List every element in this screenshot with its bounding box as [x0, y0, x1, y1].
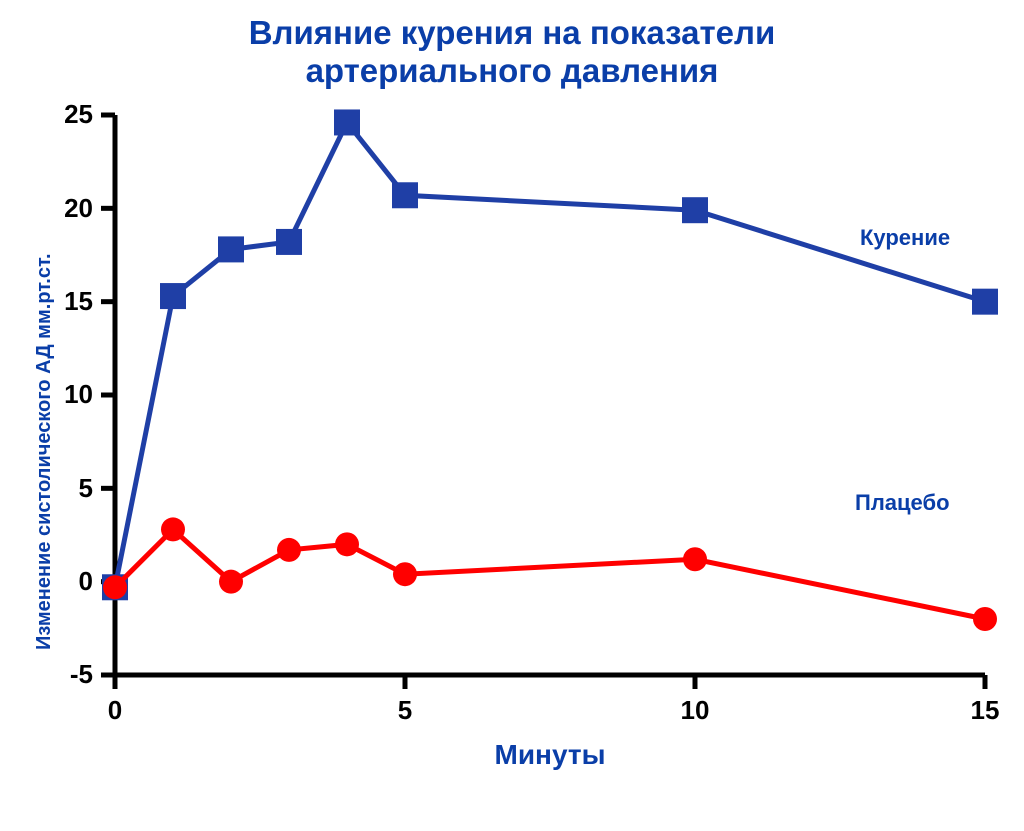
y-tick-label: -5 — [70, 659, 93, 690]
legend-placebo: Плацебо — [855, 490, 950, 516]
x-tick-label: 15 — [955, 695, 1015, 726]
y-tick-label: 5 — [79, 473, 93, 504]
chart-container: { "title": { "line1": "Влияние курения н… — [0, 0, 1024, 831]
y-tick-label: 20 — [64, 193, 93, 224]
y-tick-label: 25 — [64, 99, 93, 130]
y-tick-label: 0 — [79, 566, 93, 597]
chart-plot — [0, 0, 1024, 831]
legend-smoking: Курение — [860, 225, 950, 251]
y-tick-label: 15 — [64, 286, 93, 317]
x-tick-label: 0 — [85, 695, 145, 726]
y-tick-label: 10 — [64, 379, 93, 410]
x-tick-label: 5 — [375, 695, 435, 726]
x-tick-label: 10 — [665, 695, 725, 726]
